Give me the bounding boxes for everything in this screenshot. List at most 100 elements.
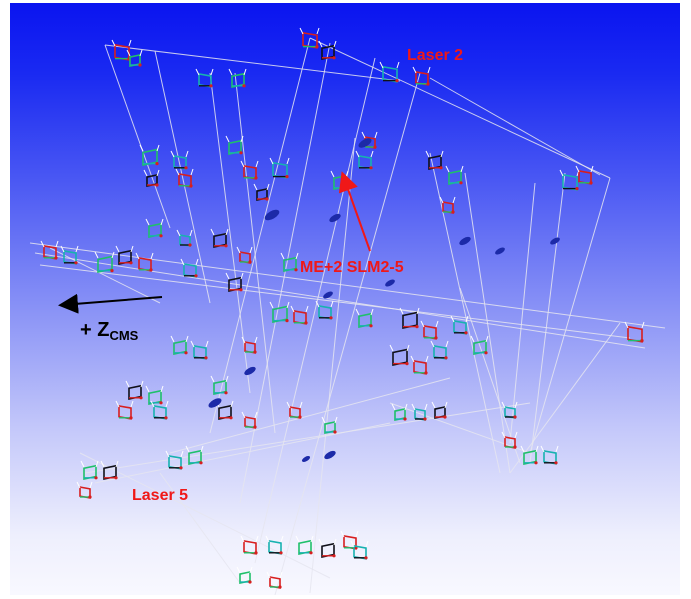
sensor-pin: [286, 157, 290, 165]
sensor-pin: [425, 355, 429, 363]
sensor-block: [385, 279, 395, 287]
sensor-frame: [193, 345, 207, 360]
sensor-dot: [129, 416, 133, 420]
sensor-glyph: [228, 68, 247, 89]
sensor-pin: [100, 460, 105, 468]
sensor-dot: [589, 181, 593, 185]
sensor-block: [329, 213, 341, 223]
sensor-dot: [329, 316, 333, 320]
sensor-pin: [399, 307, 404, 315]
sensor-dot: [439, 166, 443, 170]
sensor-dot: [332, 56, 336, 60]
sensor-frame: [103, 464, 117, 481]
sensor-dot: [279, 551, 283, 555]
sensor-dot: [364, 556, 368, 560]
sensor-pin: [228, 68, 233, 76]
sensor-frame: [118, 405, 132, 420]
sensor-glyph: [321, 416, 338, 435]
sensor-dot: [373, 145, 377, 149]
sensor-glyph: [358, 138, 372, 148]
sensor-dot: [484, 351, 488, 355]
sensor-pin: [330, 170, 335, 178]
sensor-pin: [126, 49, 131, 57]
sensor-pin: [225, 228, 229, 236]
sensor-pin: [266, 183, 270, 191]
sensor-pin: [255, 535, 259, 543]
sensor-glyph: [385, 279, 395, 287]
sensor-pin: [431, 401, 436, 409]
sensor-pin: [555, 445, 559, 453]
sensor-glyph: [295, 535, 314, 556]
sensor-pin: [241, 336, 246, 344]
sensor-pin: [299, 401, 303, 409]
sensor-dot: [444, 356, 448, 360]
sensor-glyph: [355, 150, 374, 170]
sensor-pin: [150, 400, 155, 408]
sensor-pin: [125, 380, 130, 388]
sensor-frame: [318, 305, 332, 320]
sensor-pin: [160, 218, 164, 226]
sensor-dot: [164, 416, 168, 420]
3d-alignment-viewport[interactable]: Laser 2 ME+2 SLM2-5 Laser 5 + ZCMS: [10, 3, 680, 595]
sensor-pin: [230, 400, 234, 408]
sensor-pin: [254, 336, 258, 344]
sensor-dot: [285, 175, 289, 179]
sensor-dot: [110, 269, 114, 273]
sensor-glyph: [450, 315, 469, 335]
sensor-frame: [578, 170, 592, 185]
sensor-pin: [460, 165, 464, 173]
sensor-pin: [374, 131, 378, 139]
sensor-dot: [239, 288, 243, 292]
sensor-pin: [139, 144, 144, 152]
sensor-dot: [242, 84, 246, 88]
sensor-glyph: [145, 385, 164, 406]
sensor-pin: [40, 240, 45, 248]
sensor-pin: [195, 258, 199, 266]
sensor-frame: [213, 232, 227, 249]
sensor-pin: [330, 300, 334, 308]
sensor-dot: [554, 461, 558, 465]
beam-line: [429, 152, 501, 474]
sensor-glyph: [135, 252, 154, 272]
sensor-dot: [423, 417, 427, 421]
sensor-glyph: [180, 258, 199, 278]
sensor-glyph: [111, 39, 132, 61]
sensor-pin: [185, 150, 189, 158]
sensor-pin: [520, 445, 525, 453]
sensor-dot: [315, 45, 319, 49]
sensor-frame: [128, 384, 142, 401]
sensor-glyph: [410, 355, 429, 375]
sensor-pin: [115, 460, 119, 468]
sensor-glyph: [185, 445, 204, 466]
sensor-glyph: [215, 400, 234, 421]
sensor-pin: [253, 183, 258, 191]
sensor-pin: [450, 315, 455, 323]
sensor-pin: [115, 400, 120, 408]
sensor-frame: [358, 312, 372, 329]
sensor-pin: [340, 530, 345, 538]
sensor-block: [208, 398, 222, 408]
sensor-dot: [426, 82, 430, 86]
sensor-dot: [194, 274, 198, 278]
sensor-frame: [239, 251, 251, 264]
sensor-pin: [265, 535, 270, 543]
sensor-pin: [145, 218, 150, 226]
sensor-dot: [224, 391, 228, 395]
sensor-frame: [243, 540, 257, 555]
sensor-block: [244, 366, 256, 376]
sensor-glyph: [210, 228, 229, 249]
sensor-dot: [451, 210, 455, 214]
sensor-glyph: [315, 300, 334, 320]
sensor-pin: [410, 355, 415, 363]
sensor-frame: [272, 305, 288, 324]
sensor-glyph: [501, 401, 518, 419]
sensor-block: [495, 247, 505, 255]
alignment-scene: [29, 27, 666, 595]
sensor-glyph: [559, 169, 580, 191]
sensor-pin: [236, 566, 241, 574]
sensor-pin: [355, 150, 360, 158]
sensor-frame: [272, 161, 288, 179]
sensor-pin: [575, 165, 580, 173]
sensor-pin: [185, 335, 189, 343]
sensor-glyph: [236, 566, 253, 585]
